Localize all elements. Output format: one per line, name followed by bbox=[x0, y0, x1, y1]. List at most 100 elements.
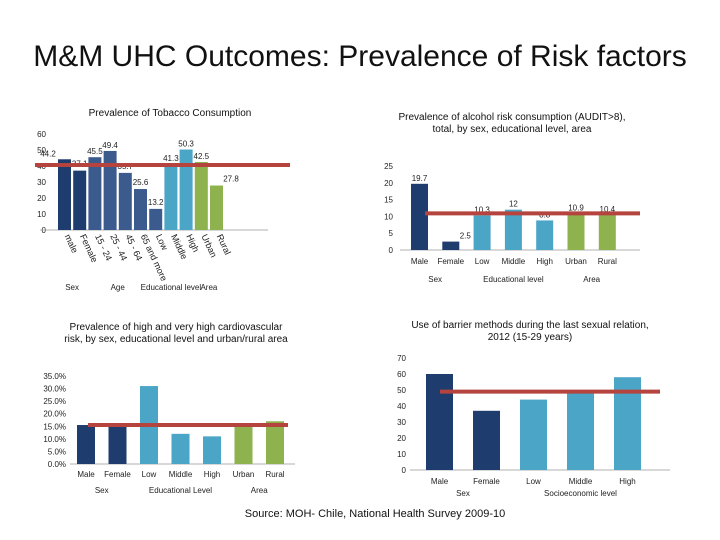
x-tick-label: Female bbox=[437, 257, 464, 266]
bar bbox=[426, 374, 453, 470]
source-note: Source: MOH- Chile, National Health Surv… bbox=[244, 508, 506, 520]
bar bbox=[473, 410, 500, 470]
bar bbox=[88, 157, 102, 230]
bar bbox=[164, 163, 178, 230]
cardio-chart: 0.0% 5.0% 10.0% 15.0% 20.0% 25.0% 30.0% 35.0% Ma… bbox=[43, 372, 295, 495]
y-tick-label: 5 bbox=[389, 229, 394, 238]
barrier-chart: 0 10 20 30 40 50 60 70 Male Female Low Middle High Se… bbox=[397, 354, 670, 498]
bar bbox=[234, 425, 253, 464]
data-label: 19.7 bbox=[412, 174, 428, 183]
alcohol-chart-title: Prevalence of alcohol risk consumption (… bbox=[398, 112, 626, 135]
group-label: Area bbox=[583, 275, 600, 284]
data-label: 10.3 bbox=[474, 205, 490, 214]
y-tick-label: 60 bbox=[37, 130, 46, 139]
x-tick-label: Female bbox=[473, 477, 500, 486]
y-tick-label: 10.0% bbox=[43, 435, 66, 444]
data-label: 12 bbox=[509, 200, 518, 209]
x-tick-label: Low bbox=[475, 257, 490, 266]
data-label: 10.4 bbox=[600, 205, 616, 214]
bar bbox=[58, 159, 71, 230]
x-tick-label: Middle bbox=[569, 477, 593, 486]
x-tick-label: Urban bbox=[233, 470, 255, 479]
bar bbox=[118, 172, 132, 230]
bar bbox=[210, 185, 223, 230]
x-tick-label: High bbox=[619, 477, 635, 486]
y-tick-label: 20 bbox=[397, 434, 406, 443]
data-label: 42.5 bbox=[194, 152, 210, 161]
bar bbox=[73, 170, 87, 230]
y-tick-label: 0 bbox=[42, 226, 47, 235]
y-tick-label: 0 bbox=[402, 466, 407, 475]
y-tick-label: 0 bbox=[389, 246, 394, 255]
data-label: 2.5 bbox=[460, 232, 472, 241]
data-label: 49.4 bbox=[102, 141, 118, 150]
y-tick-label: 20 bbox=[384, 179, 393, 188]
x-tick-label: Rural bbox=[265, 470, 284, 479]
y-tick-label: 0.0% bbox=[48, 460, 66, 469]
y-tick-label: 50 bbox=[37, 146, 46, 155]
y-tick-label: 50 bbox=[397, 386, 406, 395]
y-tick-label: 10 bbox=[397, 450, 406, 459]
group-label: Educational level bbox=[483, 275, 544, 284]
data-label: 13.2 bbox=[148, 198, 164, 207]
bar bbox=[171, 433, 190, 464]
group-label: Age bbox=[111, 283, 126, 292]
y-tick-label: 30 bbox=[37, 178, 46, 187]
group-label: Socioeconomic level bbox=[544, 489, 617, 498]
group-label: Educational Level bbox=[149, 486, 212, 495]
data-label: 45.5 bbox=[87, 147, 103, 156]
alcohol-chart: 0 5 10 15 20 25 19.7 Male 2.5 Female 10.3 Low 12 Midd… bbox=[384, 162, 640, 284]
y-tick-label: 15.0% bbox=[43, 422, 66, 431]
y-tick-label: 10 bbox=[384, 212, 393, 221]
bar bbox=[203, 436, 221, 464]
data-label: 25.6 bbox=[133, 178, 149, 187]
y-tick-label: 10 bbox=[37, 210, 46, 219]
x-tick-label: Low bbox=[526, 477, 541, 486]
x-tick-label: Low bbox=[142, 470, 157, 479]
y-tick-label: 5.0% bbox=[48, 447, 66, 456]
bar bbox=[149, 208, 163, 230]
bar bbox=[103, 150, 117, 230]
x-tick-label: Urban bbox=[565, 257, 587, 266]
x-tick-label: Male bbox=[411, 257, 429, 266]
slide-title: M&M UHC Outcomes: Prevalence of Risk fac… bbox=[33, 40, 687, 73]
group-label: Area bbox=[200, 283, 217, 292]
cardio-chart-title: Prevalence of high and very high cardiov… bbox=[64, 322, 288, 345]
x-tick-label: Male bbox=[77, 470, 95, 479]
bar bbox=[567, 390, 594, 470]
bar bbox=[194, 162, 208, 230]
bar bbox=[520, 399, 547, 470]
y-tick-label: 15 bbox=[384, 196, 393, 205]
y-tick-label: 20.0% bbox=[43, 410, 66, 419]
bar bbox=[536, 220, 554, 250]
bar bbox=[442, 241, 460, 250]
data-label: 50.3 bbox=[178, 140, 194, 149]
bar bbox=[567, 213, 585, 250]
tobacco-chart-title: Prevalence of Tobacco Consumption bbox=[88, 108, 252, 119]
bar bbox=[266, 421, 284, 464]
bar bbox=[504, 209, 522, 250]
group-label: Educational level bbox=[141, 283, 202, 292]
x-tick-label: Female bbox=[104, 470, 131, 479]
x-tick-label: Male bbox=[431, 477, 449, 486]
data-label: 41.3 bbox=[163, 154, 179, 163]
y-tick-label: 25 bbox=[384, 162, 393, 171]
y-tick-label: 30.0% bbox=[43, 385, 66, 394]
barrier-chart-title: Use of barrier methods during the last s… bbox=[411, 320, 649, 343]
y-tick-label: 35.0% bbox=[43, 372, 66, 381]
x-tick-label: male bbox=[63, 233, 80, 255]
y-tick-label: 25.0% bbox=[43, 397, 66, 406]
bar bbox=[108, 426, 127, 464]
y-tick-label: 20 bbox=[37, 194, 46, 203]
data-label: 44.2 bbox=[40, 149, 56, 158]
group-label: Area bbox=[251, 486, 268, 495]
x-tick-label: Middle bbox=[169, 470, 193, 479]
y-tick-label: 40 bbox=[397, 402, 406, 411]
data-label: 27.8 bbox=[223, 175, 239, 184]
group-label: Sex bbox=[95, 486, 109, 495]
group-label: Sex bbox=[428, 275, 442, 284]
group-label: Sex bbox=[65, 283, 79, 292]
bar bbox=[179, 149, 193, 230]
group-label: Sex bbox=[456, 489, 470, 498]
x-tick-label: Middle bbox=[502, 257, 526, 266]
